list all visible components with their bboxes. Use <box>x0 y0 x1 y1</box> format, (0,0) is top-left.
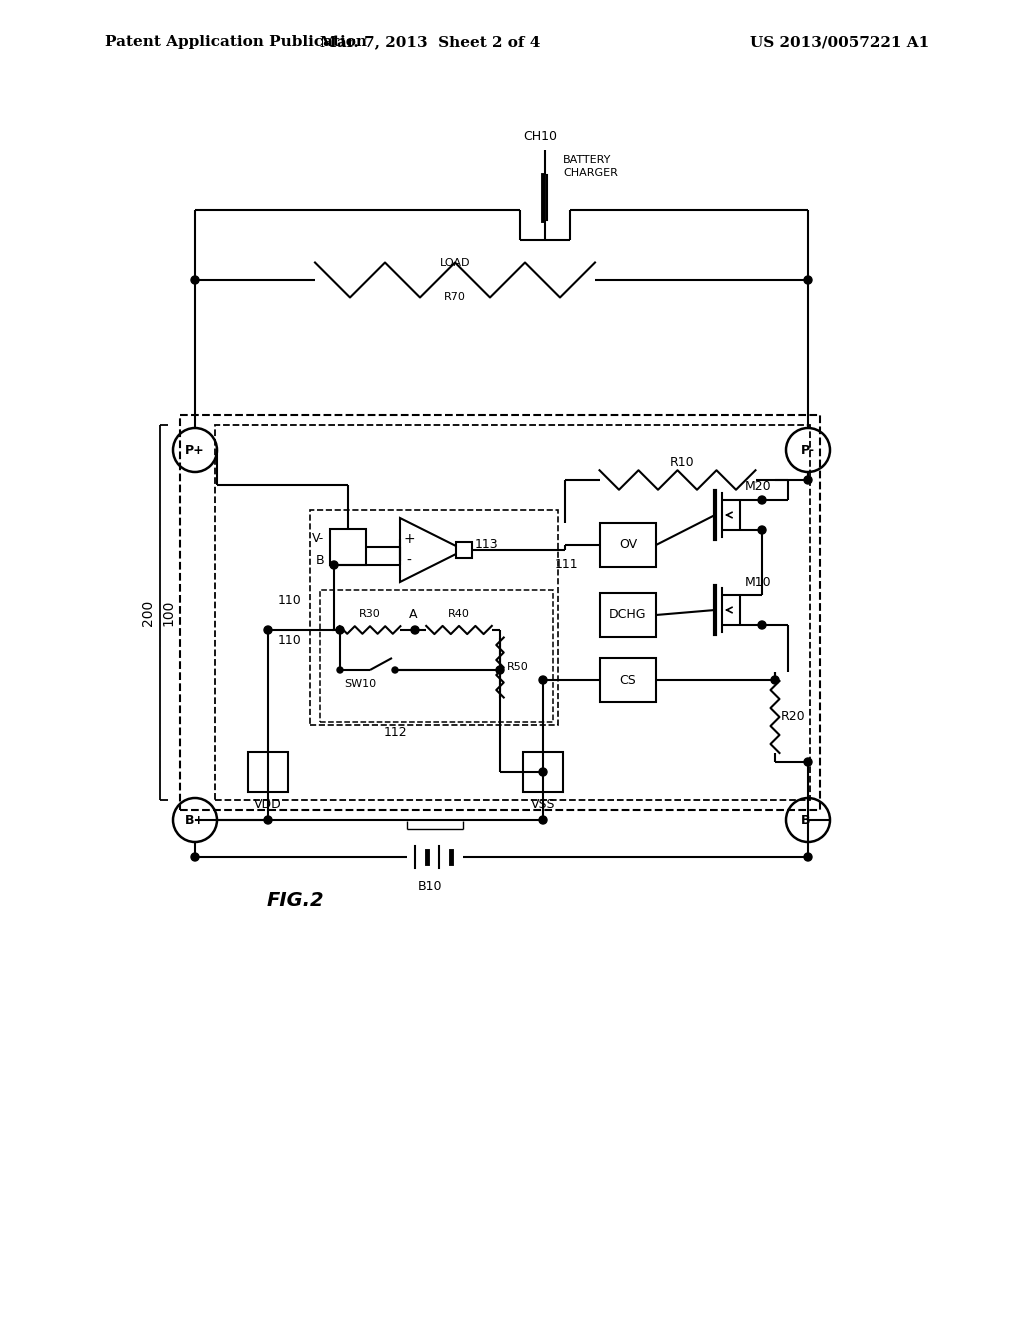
Text: R40: R40 <box>449 609 470 619</box>
Bar <box>600 657 656 702</box>
Bar <box>319 590 553 722</box>
Text: SW10: SW10 <box>344 678 376 689</box>
Text: 112: 112 <box>383 726 407 738</box>
Text: BATTERY: BATTERY <box>563 154 611 165</box>
Circle shape <box>804 477 812 484</box>
Bar <box>600 523 656 568</box>
Circle shape <box>804 276 812 284</box>
Circle shape <box>264 626 272 634</box>
Circle shape <box>496 667 504 675</box>
Text: 110: 110 <box>279 634 302 647</box>
Text: +: + <box>403 532 415 546</box>
Bar <box>456 543 472 558</box>
Circle shape <box>539 768 547 776</box>
Text: 113: 113 <box>474 537 498 550</box>
Text: CS: CS <box>620 673 636 686</box>
Text: 111: 111 <box>554 558 578 572</box>
Text: 200: 200 <box>141 599 155 626</box>
Circle shape <box>330 561 338 569</box>
Bar <box>523 752 563 792</box>
Text: A: A <box>409 607 417 620</box>
Text: P+: P+ <box>185 444 205 457</box>
Text: 100: 100 <box>161 599 175 626</box>
Circle shape <box>411 626 419 634</box>
Text: VDD: VDD <box>254 797 282 810</box>
Text: R30: R30 <box>359 609 381 619</box>
Bar <box>330 529 366 565</box>
Text: M20: M20 <box>744 480 771 494</box>
Bar <box>215 425 810 800</box>
Circle shape <box>337 667 343 673</box>
Circle shape <box>336 626 344 634</box>
Circle shape <box>392 667 398 673</box>
Text: -: - <box>407 554 412 568</box>
Text: LOAD: LOAD <box>439 257 470 268</box>
Text: B10: B10 <box>418 880 442 894</box>
Bar <box>310 510 558 725</box>
Text: CHARGER: CHARGER <box>563 168 617 178</box>
Text: VSS: VSS <box>530 797 555 810</box>
Text: OV: OV <box>618 539 637 552</box>
Text: R50: R50 <box>507 663 528 672</box>
Circle shape <box>804 758 812 766</box>
Bar <box>180 414 820 810</box>
Text: CH10: CH10 <box>523 131 557 144</box>
Text: FIG.2: FIG.2 <box>266 891 324 909</box>
Circle shape <box>771 676 779 684</box>
Text: Mar. 7, 2013  Sheet 2 of 4: Mar. 7, 2013 Sheet 2 of 4 <box>319 36 541 49</box>
Text: Patent Application Publication: Patent Application Publication <box>105 36 367 49</box>
Circle shape <box>804 853 812 861</box>
Text: R10: R10 <box>670 457 695 470</box>
Text: B-: B- <box>801 813 815 826</box>
Circle shape <box>191 853 199 861</box>
Circle shape <box>191 276 199 284</box>
Circle shape <box>758 620 766 630</box>
Bar <box>600 593 656 638</box>
Circle shape <box>758 525 766 535</box>
Text: R70: R70 <box>444 292 466 302</box>
Text: R20: R20 <box>780 710 805 723</box>
Text: P-: P- <box>801 444 815 457</box>
Circle shape <box>758 496 766 504</box>
Text: M10: M10 <box>744 576 771 589</box>
Circle shape <box>539 676 547 684</box>
Text: 110: 110 <box>279 594 302 606</box>
Text: DCHG: DCHG <box>609 609 647 622</box>
Text: B+: B+ <box>185 813 205 826</box>
Circle shape <box>539 816 547 824</box>
Text: US 2013/0057221 A1: US 2013/0057221 A1 <box>750 36 929 49</box>
Text: B: B <box>315 553 325 566</box>
Bar <box>248 752 288 792</box>
Circle shape <box>264 816 272 824</box>
Text: V-: V- <box>312 532 325 545</box>
